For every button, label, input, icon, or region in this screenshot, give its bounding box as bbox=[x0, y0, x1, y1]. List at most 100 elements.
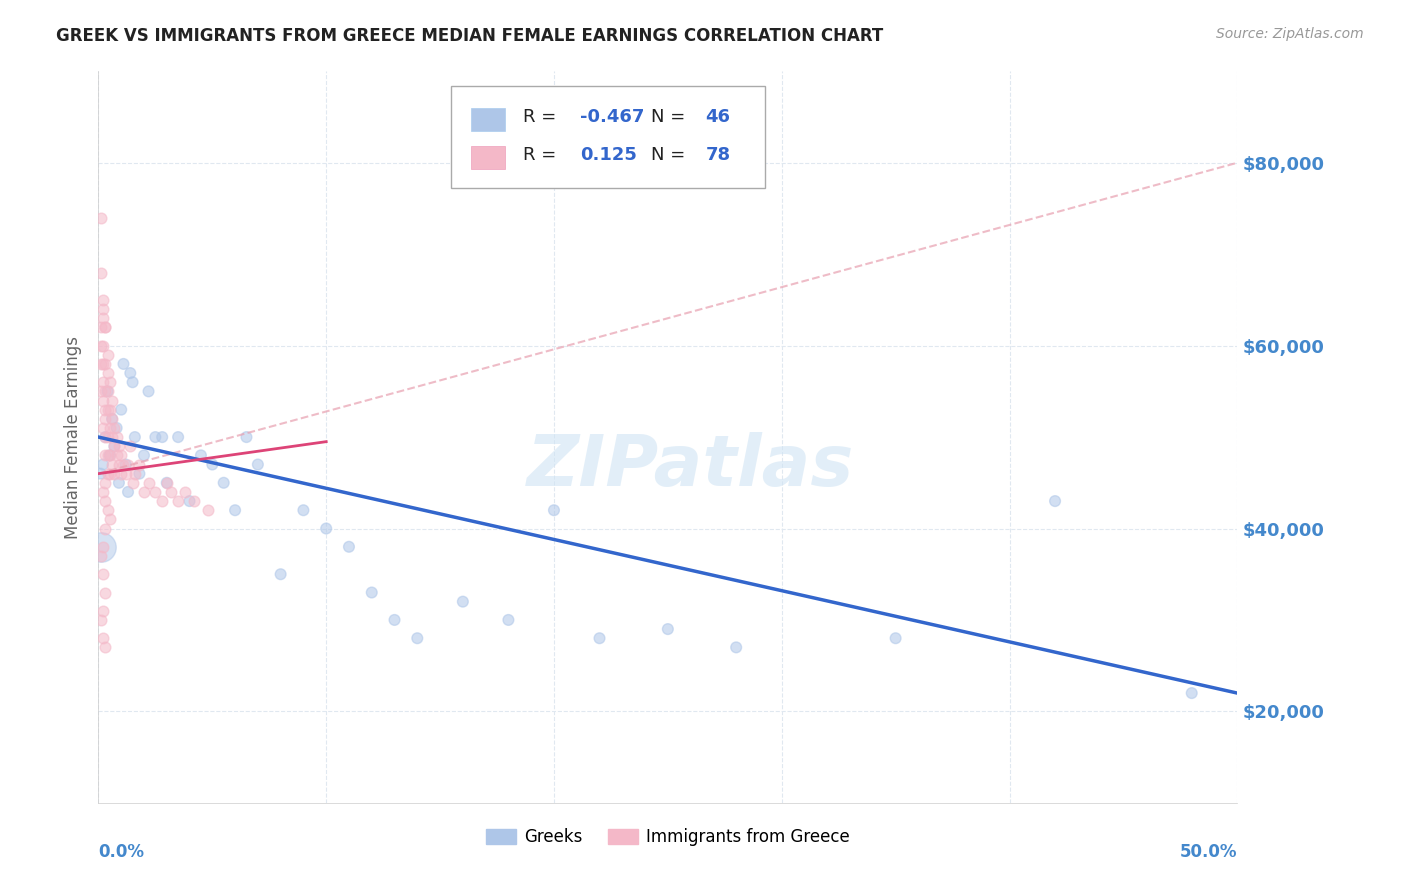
Point bbox=[132, 484, 155, 499]
Point bbox=[90, 338, 112, 352]
Point bbox=[90, 320, 112, 334]
Legend: Greeks, Immigrants from Greece: Greeks, Immigrants from Greece bbox=[479, 822, 856, 853]
Point bbox=[101, 458, 124, 472]
Point bbox=[90, 540, 112, 554]
FancyBboxPatch shape bbox=[451, 86, 765, 188]
Point bbox=[337, 540, 360, 554]
Point bbox=[174, 484, 197, 499]
Point bbox=[128, 458, 150, 472]
Point bbox=[112, 458, 135, 472]
Text: GREEK VS IMMIGRANTS FROM GREECE MEDIAN FEMALE EARNINGS CORRELATION CHART: GREEK VS IMMIGRANTS FROM GREECE MEDIAN F… bbox=[56, 27, 883, 45]
Point bbox=[179, 494, 201, 508]
Text: N =: N = bbox=[651, 109, 685, 127]
Point bbox=[108, 458, 131, 472]
Point bbox=[96, 384, 118, 399]
Point bbox=[94, 320, 117, 334]
Y-axis label: Median Female Earnings: Median Female Earnings bbox=[65, 335, 83, 539]
Point bbox=[292, 503, 315, 517]
Text: R =: R = bbox=[523, 146, 557, 164]
Point bbox=[98, 512, 121, 526]
Point bbox=[138, 384, 160, 399]
Point bbox=[235, 430, 257, 444]
Point bbox=[117, 458, 139, 472]
Point bbox=[90, 467, 112, 481]
Point bbox=[114, 458, 136, 472]
Point bbox=[120, 366, 142, 380]
Point bbox=[108, 475, 131, 490]
Point bbox=[101, 393, 124, 408]
Text: 78: 78 bbox=[706, 146, 731, 164]
Point bbox=[91, 393, 114, 408]
Point bbox=[212, 475, 235, 490]
Point bbox=[91, 293, 114, 307]
Point bbox=[91, 301, 114, 316]
Point bbox=[110, 448, 132, 462]
Point bbox=[98, 375, 121, 389]
Point bbox=[224, 503, 246, 517]
Point bbox=[90, 211, 112, 225]
Text: Source: ZipAtlas.com: Source: ZipAtlas.com bbox=[1216, 27, 1364, 41]
Point bbox=[124, 430, 146, 444]
Point bbox=[98, 402, 121, 417]
Point bbox=[156, 475, 179, 490]
Point bbox=[91, 540, 114, 554]
Point bbox=[406, 631, 429, 645]
Point bbox=[94, 585, 117, 599]
Point bbox=[94, 411, 117, 425]
Point bbox=[124, 467, 146, 481]
Point bbox=[94, 320, 117, 334]
Point bbox=[105, 430, 128, 444]
Point bbox=[96, 348, 118, 362]
Point bbox=[167, 494, 190, 508]
Point bbox=[96, 402, 118, 417]
Point bbox=[98, 448, 121, 462]
Point bbox=[1043, 494, 1066, 508]
Point bbox=[103, 439, 125, 453]
Text: 0.0%: 0.0% bbox=[98, 843, 145, 861]
Point bbox=[90, 549, 112, 563]
Point bbox=[91, 458, 114, 472]
Point bbox=[94, 430, 117, 444]
Point bbox=[145, 430, 167, 444]
Point bbox=[201, 458, 224, 472]
Point bbox=[160, 484, 183, 499]
Point bbox=[156, 475, 179, 490]
Point bbox=[360, 585, 382, 599]
Point bbox=[91, 357, 114, 371]
Point bbox=[246, 458, 269, 472]
Point bbox=[96, 384, 118, 399]
Point bbox=[1181, 686, 1204, 700]
Point bbox=[128, 467, 150, 481]
Point bbox=[94, 384, 117, 399]
Point bbox=[94, 357, 117, 371]
Point bbox=[91, 631, 114, 645]
Point bbox=[657, 622, 679, 636]
Point bbox=[543, 503, 565, 517]
Point bbox=[197, 503, 219, 517]
Point bbox=[103, 421, 125, 435]
Point bbox=[183, 494, 205, 508]
Point bbox=[498, 613, 520, 627]
Point bbox=[110, 467, 132, 481]
Point bbox=[94, 448, 117, 462]
Point bbox=[884, 631, 907, 645]
Point bbox=[94, 640, 117, 655]
Text: N =: N = bbox=[651, 146, 685, 164]
Point bbox=[96, 366, 118, 380]
Point bbox=[150, 430, 173, 444]
Point bbox=[98, 421, 121, 435]
Point bbox=[103, 467, 125, 481]
Point bbox=[120, 439, 142, 453]
Point bbox=[90, 265, 112, 279]
Point bbox=[270, 567, 292, 582]
Point bbox=[91, 375, 114, 389]
Point bbox=[90, 384, 112, 399]
Point bbox=[101, 430, 124, 444]
FancyBboxPatch shape bbox=[471, 108, 505, 131]
Point bbox=[91, 567, 114, 582]
Point bbox=[117, 484, 139, 499]
Point bbox=[105, 448, 128, 462]
Point bbox=[384, 613, 406, 627]
Point bbox=[94, 402, 117, 417]
Point bbox=[114, 467, 136, 481]
